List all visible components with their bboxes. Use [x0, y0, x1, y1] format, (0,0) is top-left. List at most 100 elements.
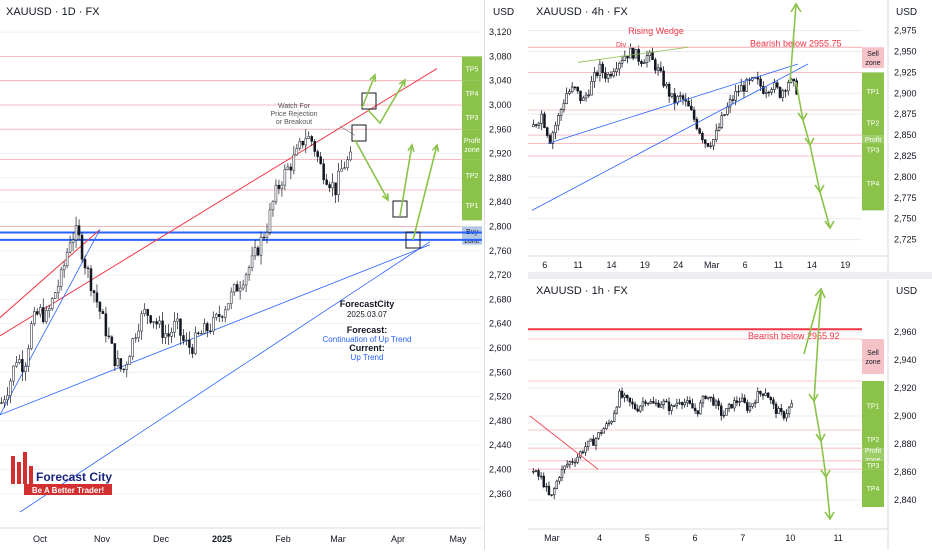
candle-body	[589, 438, 592, 442]
forecast-arrowhead	[369, 73, 377, 83]
logo-tagline-bg	[24, 484, 112, 495]
candle-body	[89, 268, 93, 291]
x-tick-label: 4	[597, 533, 602, 543]
candle-body	[334, 182, 337, 196]
daily-price-axis[interactable]: USD 2,360 2,400 2,440 2,480 2,520 2,560 2,600 2,…	[485, 0, 529, 550]
panel-divider-horizontal[interactable]	[528, 272, 932, 279]
candle-body	[642, 62, 646, 65]
candle-body	[170, 332, 173, 337]
forecast-arrow	[802, 119, 811, 146]
candle-body	[532, 471, 535, 473]
candle-body	[584, 446, 587, 453]
candle-body	[709, 145, 712, 147]
candle-body	[695, 119, 699, 130]
watch-annotation: or Breakout	[276, 119, 312, 126]
logo-tagline: Be A Better Trader!	[32, 486, 104, 495]
zone-label: zone	[865, 60, 880, 67]
candle-body	[56, 285, 60, 293]
candle-body	[594, 438, 598, 446]
candle-body	[540, 113, 543, 124]
forecast-arrow	[803, 290, 822, 355]
candle-body	[598, 63, 602, 76]
candle-body	[545, 485, 548, 488]
candle-body	[613, 412, 616, 422]
candle-body	[717, 127, 721, 131]
y-tick-label: 2,680	[489, 294, 512, 304]
candle-body	[699, 402, 702, 415]
candle-body	[623, 56, 627, 61]
candle-body	[197, 332, 200, 334]
candle-body	[286, 166, 290, 170]
candle-body	[762, 85, 765, 94]
candle-body	[576, 86, 579, 92]
candle-body	[543, 113, 546, 129]
candle-body	[759, 391, 762, 395]
x-tick-label: Apr	[391, 534, 405, 544]
candle-body	[167, 333, 170, 337]
panel-divider[interactable]: USD 2,360 2,400 2,440 2,480 2,520 2,560 2,600 2,…	[484, 0, 530, 550]
y-tick-label: 2,725	[894, 235, 917, 245]
scenario-box	[361, 92, 377, 110]
candle-body	[701, 395, 705, 404]
forecast-arrowhead	[824, 220, 835, 230]
candle-body	[701, 132, 704, 141]
candle-body	[601, 63, 604, 74]
x-tick-label: 6	[743, 260, 748, 270]
candle-body	[631, 47, 635, 59]
candle-body	[274, 184, 278, 202]
forecast-arrow	[819, 191, 831, 229]
y-tick-label: 2,760	[489, 246, 512, 256]
zone-label: TP2	[867, 437, 880, 444]
h1-chart-panel[interactable]: USD 2,840 2,860 2,880 2,900 2,920 2,940 2,960 Ma…	[528, 279, 932, 550]
candle-body	[39, 307, 42, 315]
y-tick-label: 2,360	[489, 489, 512, 499]
candle-body	[690, 105, 693, 111]
candle-body	[670, 405, 673, 411]
daily-chart-panel[interactable]: TP5TP4TP3ProfitzoneTP2TP1BuyzoneWatch Fo…	[0, 0, 482, 550]
x-tick-label: 11	[774, 260, 783, 270]
candle-body	[346, 159, 349, 168]
x-tick-label: Dec	[153, 534, 170, 544]
candle-body	[104, 313, 108, 337]
h4-chart-panel[interactable]: USD 2,725 2,750 2,775 2,800 2,825 2,850 2,875 2,…	[528, 0, 932, 272]
candle-body	[563, 465, 566, 470]
candle-body	[30, 323, 33, 349]
h4-chart[interactable]: USD 2,725 2,750 2,775 2,800 2,825 2,850 2,875 2,…	[528, 0, 932, 272]
y-tick-label: 2,520	[489, 392, 512, 402]
candle-body	[532, 124, 535, 128]
forecast-arrowhead	[824, 511, 835, 521]
candle-body	[727, 403, 731, 409]
candle-body	[215, 314, 218, 318]
daily-chart[interactable]: TP5TP4TP3ProfitzoneTP2TP1BuyzoneWatch Fo…	[0, 0, 482, 550]
y-tick-label: 2,900	[894, 88, 917, 98]
candle-body	[737, 90, 740, 93]
candle-body	[586, 440, 590, 448]
candle-body	[675, 402, 679, 407]
candle-body	[568, 461, 572, 465]
candle-body	[289, 166, 293, 171]
candle-body	[557, 115, 560, 126]
candle-body	[662, 400, 666, 405]
candle-body	[670, 93, 674, 97]
zone-band	[462, 56, 482, 81]
forecast-arrowhead	[398, 78, 406, 88]
x-tick-label: 14	[606, 260, 616, 270]
zone-label: TP3	[867, 148, 880, 155]
h1-chart[interactable]: USD 2,840 2,860 2,880 2,900 2,920 2,940 2,960 Ma…	[528, 279, 932, 550]
candle-body	[113, 343, 117, 367]
candle-body	[185, 339, 188, 341]
candle-body	[725, 408, 728, 416]
zone-label: TP1	[466, 203, 479, 210]
y-tick-label: 2,800	[489, 221, 512, 231]
candle-body	[717, 400, 720, 407]
zone-band	[862, 448, 884, 461]
candle-body	[277, 184, 281, 189]
price-axis	[888, 0, 932, 272]
candle-body	[745, 79, 749, 92]
y-tick-label: 2,920	[894, 383, 917, 393]
candle-body	[706, 396, 710, 399]
h1-chart-title: XAUUSD · 1h · FX	[536, 285, 628, 297]
candle-body	[714, 130, 718, 140]
candle-body	[176, 318, 179, 322]
x-tick-label: Oct	[33, 534, 48, 544]
